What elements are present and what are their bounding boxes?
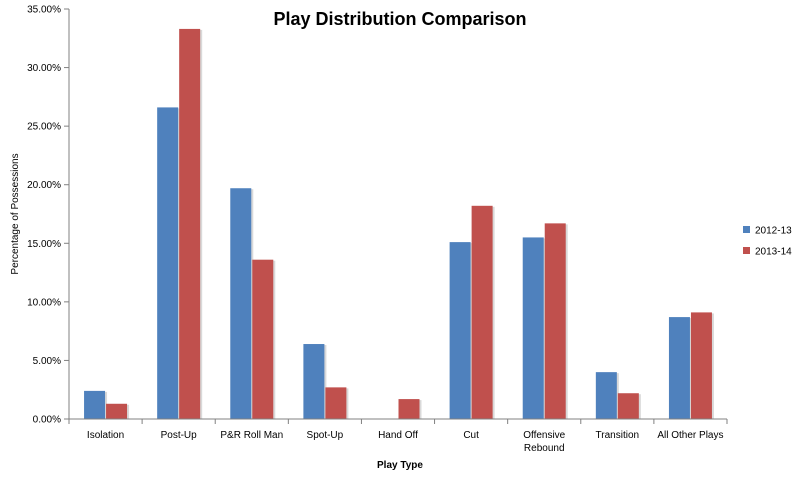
x-axis-label: Play Type [377,460,423,471]
x-tick-label: All Other Plays [657,430,723,441]
x-tick-label: Offensive Rebound [523,430,565,454]
y-tick-label: 10.00% [27,297,61,308]
legend-swatch [743,226,750,233]
bar [617,393,639,419]
bar [179,28,201,420]
bar [668,317,690,419]
y-axis-label: Percentage of Possessions [10,153,21,274]
x-axis: Isolation Post-Up P&R Roll Man Spot-Up Hand … [68,418,728,454]
y-tick-label: 35.00% [27,5,61,16]
x-tick-label: Hand Off [378,430,418,441]
bar [398,399,420,419]
x-tick-label: Spot-Up [307,430,344,441]
bars-group [84,28,714,420]
bar [230,188,252,419]
legend: 2012-13 2013-14 [743,226,792,258]
y-tick-label: 30.00% [27,63,61,74]
bar [595,372,617,419]
y-tick-label: 0.00% [33,415,61,426]
bar [690,312,712,419]
x-tick-label: Cut [463,430,479,441]
x-tick-label: Transition [596,430,640,441]
bar [252,259,274,419]
bar [157,107,179,420]
y-axis: 0.00% 5.00% 10.00% 15.00% 20.00% 25.00% 30.00%… [27,5,70,426]
bar [449,242,471,419]
bar [106,403,128,419]
bar [471,205,493,419]
bar [303,344,325,419]
y-tick-label: 5.00% [33,356,61,367]
bar [522,237,544,419]
legend-label: 2012-13 [755,226,792,237]
bar [544,223,566,419]
x-tick-label: Post-Up [161,430,198,441]
y-tick-label: 25.00% [27,122,61,133]
y-tick-label: 20.00% [27,180,61,191]
bar [325,387,347,419]
y-tick-label: 15.00% [27,239,61,250]
chart-title: Play Distribution Comparison [273,9,526,29]
legend-label: 2013-14 [755,247,792,258]
x-tick-label: Isolation [87,430,124,441]
bar [84,390,106,419]
x-tick-label: P&R Roll Man [220,430,283,441]
legend-swatch [743,247,750,254]
